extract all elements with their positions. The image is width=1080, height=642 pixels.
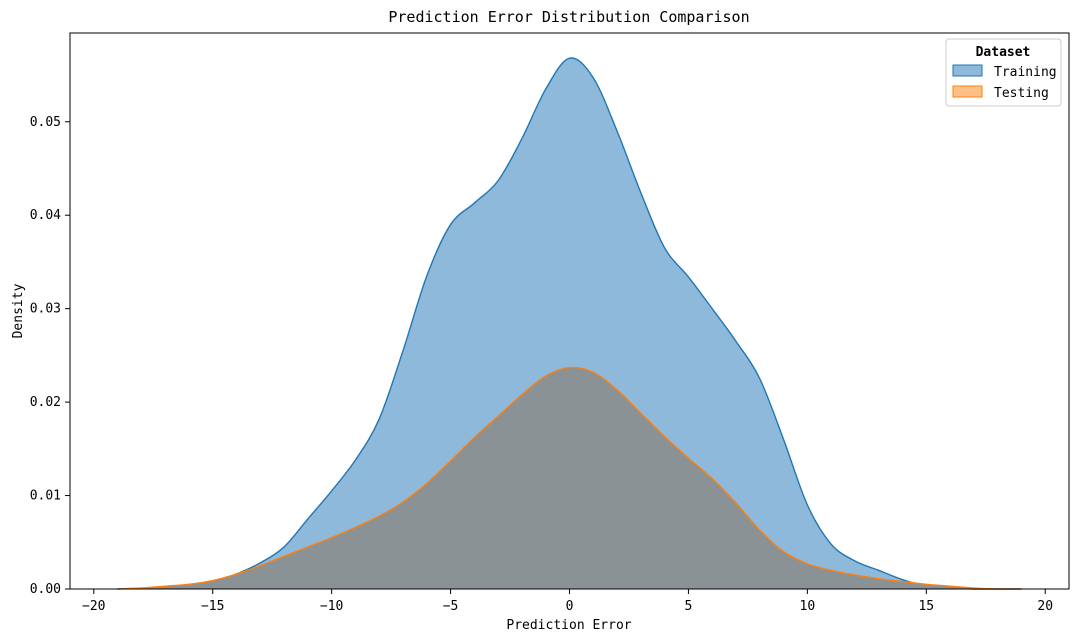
x-tick-label: −5 [443, 599, 459, 614]
legend-title: Dataset [976, 45, 1031, 60]
y-tick-label: 0.03 [30, 302, 61, 317]
y-tick-label: 0.01 [30, 489, 61, 504]
x-axis-title: Prediction Error [506, 618, 631, 633]
x-tick-label: −10 [320, 599, 343, 614]
y-tick-label: 0.00 [30, 582, 61, 597]
x-axis-ticks: −20 −15 −10 −5 0 5 10 15 20 [82, 589, 1053, 614]
y-tick-label: 0.02 [30, 395, 61, 410]
x-tick-label: −15 [201, 599, 224, 614]
y-tick-label: 0.05 [30, 115, 61, 130]
x-tick-label: 20 [1037, 599, 1053, 614]
x-tick-label: 0 [566, 599, 574, 614]
y-tick-label: 0.04 [30, 208, 61, 223]
density-line-training [117, 57, 1022, 590]
x-tick-label: 10 [800, 599, 816, 614]
x-tick-label: 15 [918, 599, 934, 614]
y-axis-title: Density [11, 283, 26, 338]
legend-label-testing: Testing [994, 86, 1049, 101]
chart-title: Prediction Error Distribution Comparison [388, 8, 749, 26]
y-axis-ticks: 0.00 0.01 0.02 0.03 0.04 0.05 [30, 115, 70, 597]
area-fill-testing [117, 367, 1022, 589]
density-areas [117, 57, 1022, 590]
area-fill-training [117, 57, 1022, 589]
x-tick-label: 5 [685, 599, 693, 614]
legend-label-training: Training [994, 65, 1057, 80]
legend: Dataset Training Testing [945, 38, 1062, 107]
legend-swatch-training [952, 64, 983, 77]
x-tick-label: −20 [82, 599, 105, 614]
legend-swatch-testing [952, 85, 983, 98]
density-line-testing [117, 366, 1022, 590]
